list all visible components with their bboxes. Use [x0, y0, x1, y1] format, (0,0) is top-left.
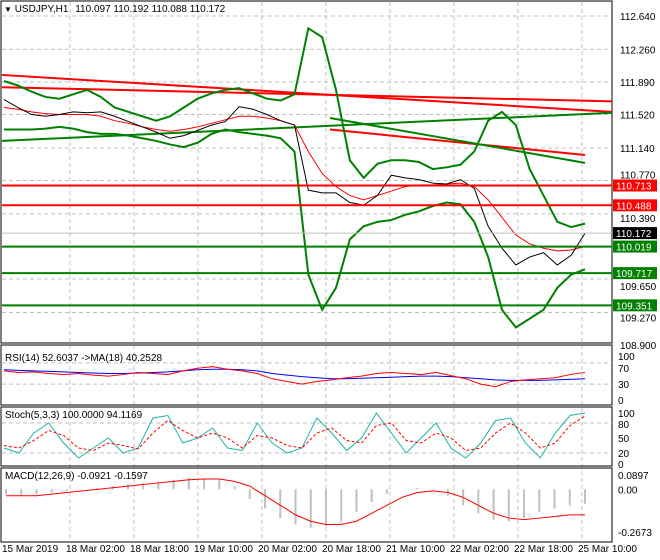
pane-border [0, 344, 613, 406]
y-tick-label: 110.770 [620, 171, 656, 182]
rsi-label: RSI(14) 52.6037 ->MA(18) 40.2528 [5, 353, 163, 364]
pane-border [0, 0, 613, 344]
y-tick-label: 111.520 [620, 111, 655, 122]
stoch-main-line [3, 412, 586, 459]
x-tick-label: 19 Mar 10:00 [194, 544, 253, 555]
pane-border [0, 406, 613, 467]
stoch-label: Stoch(5,3,3) 100.0000 94.1169 [5, 410, 143, 421]
stoch-tick: 20 [618, 449, 630, 460]
x-tick-label: 22 Mar 02:00 [450, 544, 509, 555]
price-line [3, 99, 586, 266]
y-tick-label: 112.260 [620, 45, 656, 56]
trendline [329, 128, 586, 156]
y-tick-label: 112.640 [620, 12, 656, 23]
y-tick-label: 110.390 [620, 214, 656, 225]
macd-signal-line [6, 478, 585, 525]
level-tag [613, 179, 657, 192]
y-tick-label: 111.890 [620, 78, 655, 89]
level-tag-text: 110.713 [616, 182, 652, 193]
stoch-tick: 0 [618, 460, 624, 471]
x-tick-label: 25 Mar 10:00 [578, 544, 637, 555]
symbol-label: USDJPY,H1 [14, 4, 69, 15]
x-tick-label: 21 Mar 10:00 [386, 544, 445, 555]
rsi-tick: 100 [618, 352, 635, 363]
rsi-tick: 30 [618, 380, 630, 391]
current-price-text: 110.172 [616, 229, 652, 240]
pane-border [0, 467, 613, 543]
bollinger-lower [4, 125, 586, 329]
level-tag [613, 299, 657, 312]
macd-tick: -0.2673 [618, 528, 652, 539]
rsi-tick: 0 [618, 396, 624, 407]
bollinger-upper [3, 26, 586, 229]
dropdown-triangle-icon[interactable]: ▼ [4, 5, 12, 14]
x-tick-label: 18 Mar 02:00 [66, 544, 125, 555]
trendline [1, 86, 613, 103]
trendline [329, 117, 586, 164]
stoch-tick: 50 [618, 434, 630, 445]
x-tick-label: 18 Mar 18:00 [130, 544, 189, 555]
x-tick-label: 20 Mar 02:00 [258, 544, 317, 555]
y-tick-label: 111.140 [620, 144, 655, 155]
y-tick-label: 109.270 [620, 313, 657, 324]
trendline [1, 111, 613, 142]
x-tick-label: 20 Mar 18:00 [322, 544, 381, 555]
stoch-signal-line [3, 415, 586, 452]
level-tag-text: 109.717 [616, 269, 653, 280]
current-price-tag [613, 227, 657, 240]
level-tag-text: 110.488 [616, 201, 652, 212]
y-tick-label: 109.650 [620, 282, 657, 293]
level-tag-text: 109.351 [616, 301, 653, 312]
level-tag [613, 199, 657, 212]
ohlc-values: 110.097 110.192 110.088 110.172 [75, 4, 226, 15]
macd-label: MACD(12,26,9) -0.0921 -0.1597 [5, 471, 148, 482]
rsi-ma-line [3, 368, 586, 381]
macd-tick: 0.0897 [618, 471, 649, 482]
level-tag [613, 240, 657, 253]
macd-tick: 0.00 [618, 485, 638, 496]
x-tick-label: 15 Mar 2019 [2, 544, 59, 555]
rsi-line [3, 366, 586, 388]
level-tag [613, 267, 657, 280]
symbol-header: ▼ USDJPY,H1 110.097 110.192 110.088 110.… [4, 4, 225, 15]
rsi-tick: 70 [618, 364, 630, 375]
moving-average [3, 106, 586, 252]
x-tick-label: 22 Mar 18:00 [514, 544, 573, 555]
stoch-tick: 100 [618, 409, 635, 420]
level-tag-text: 110.019 [616, 243, 652, 254]
stoch-tick: 80 [618, 420, 630, 431]
y-tick-label: 108.900 [620, 341, 657, 352]
